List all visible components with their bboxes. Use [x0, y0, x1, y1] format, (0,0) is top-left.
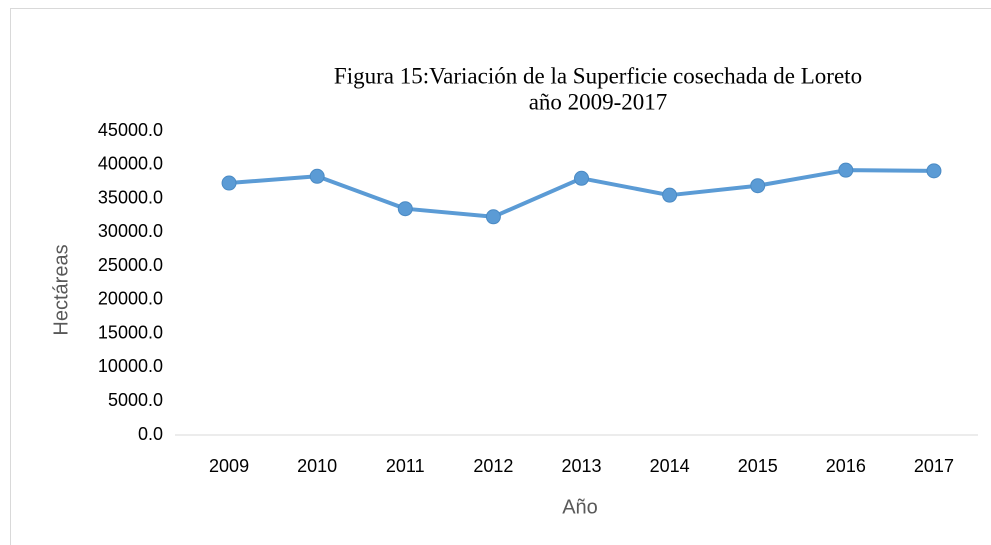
chart-title: Figura 15:Variación de la Superficie cos…: [334, 63, 862, 88]
y-tick-label: 5000.0: [108, 390, 163, 410]
marker: [485, 209, 501, 225]
y-tick-label: 20000.0: [98, 289, 163, 309]
marker: [750, 178, 766, 194]
y-tick-label: 10000.0: [98, 356, 163, 376]
x-tick-label: 2012: [473, 456, 513, 476]
marker: [397, 201, 413, 217]
marker: [309, 168, 325, 184]
marker: [838, 162, 854, 178]
y-tick-label: 25000.0: [98, 255, 163, 275]
chart-frame: [10, 8, 991, 545]
x-axis-title: Año: [562, 496, 598, 518]
y-tick-label: 45000.0: [98, 120, 163, 140]
marker: [662, 187, 678, 203]
y-tick-label: 0.0: [138, 424, 163, 444]
x-tick-label: 2010: [297, 456, 337, 476]
y-tick-label: 40000.0: [98, 154, 163, 174]
x-tick-label: 2017: [914, 456, 954, 476]
chart-subtitle: año 2009-2017: [529, 89, 668, 114]
x-tick-label: 2009: [209, 456, 249, 476]
y-tick-label: 30000.0: [98, 221, 163, 241]
x-tick-label: 2014: [650, 456, 690, 476]
marker: [926, 163, 942, 179]
x-tick-label: 2015: [738, 456, 778, 476]
x-tick-label: 2013: [561, 456, 601, 476]
x-tick-label: 2011: [386, 456, 425, 476]
marker: [221, 175, 237, 191]
marker: [574, 170, 589, 186]
y-tick-label: 15000.0: [98, 322, 163, 342]
y-tick-label: 35000.0: [98, 187, 163, 207]
y-axis-title: Hectáreas: [50, 244, 72, 335]
x-tick-label: 2016: [826, 456, 866, 476]
